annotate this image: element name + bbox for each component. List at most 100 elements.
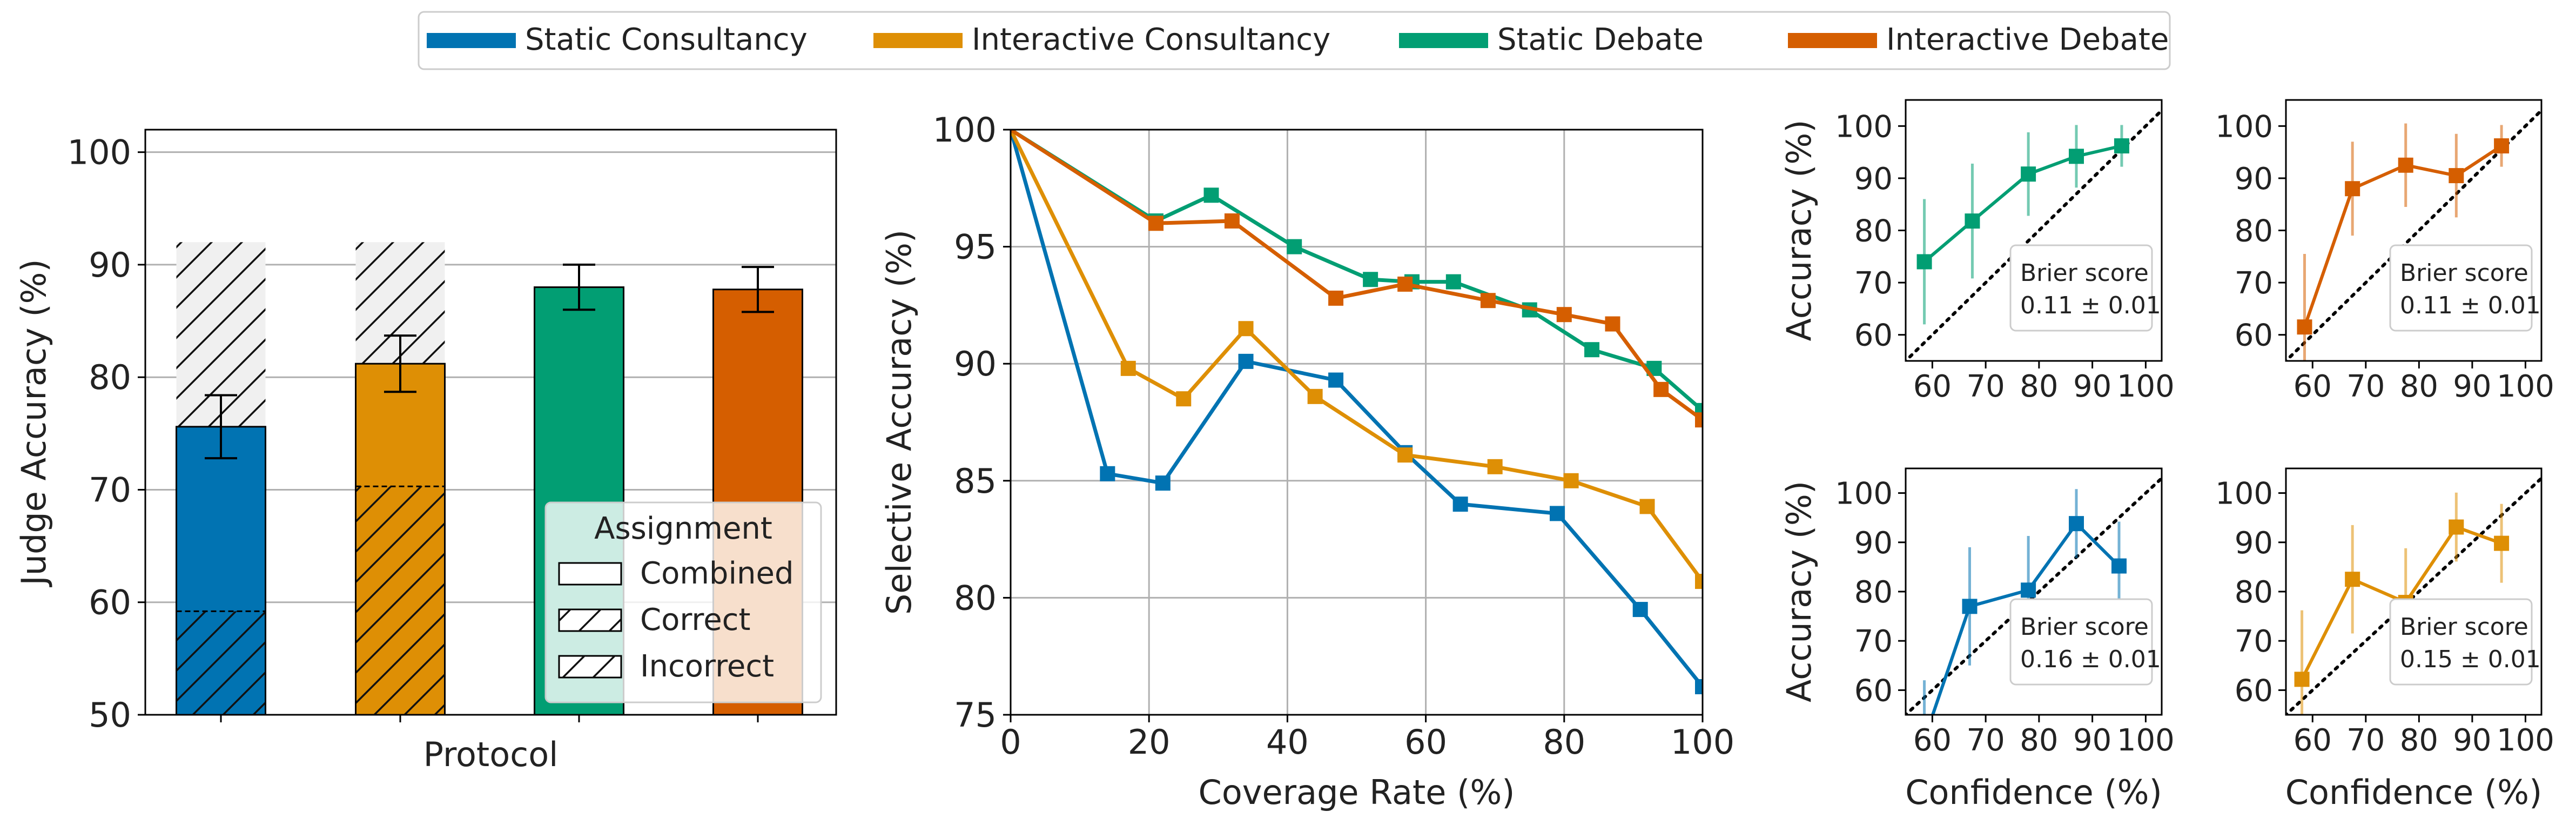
- calibration-marker: [2111, 558, 2127, 574]
- x-tick-label: 70: [2346, 723, 2385, 758]
- x-axis-label: Confidence (%): [1905, 773, 2162, 812]
- series-marker-3: [1397, 276, 1413, 292]
- series-marker-1: [1639, 499, 1655, 514]
- series-marker-3: [1556, 307, 1572, 323]
- series-marker-1: [1238, 321, 1254, 337]
- y-tick-label: 90: [2235, 526, 2273, 561]
- x-tick-label: 100: [2117, 369, 2175, 404]
- x-tick-label: 100: [1671, 722, 1734, 762]
- legend-swatch-3: [1788, 33, 1877, 48]
- y-tick-label: 70: [2235, 624, 2273, 659]
- x-axis-label: Coverage Rate (%): [1199, 773, 1515, 812]
- series-marker-2: [1287, 239, 1302, 254]
- y-tick-label: 75: [954, 695, 997, 735]
- x-tick-label: 80: [2400, 369, 2438, 404]
- brier-box-value: 0.11 ± 0.01: [2400, 292, 2541, 319]
- y-axis-label: Judge Accuracy (%): [14, 259, 53, 587]
- plot-frame: [2285, 467, 2543, 716]
- diagonal-reference: [1906, 476, 2162, 715]
- series-marker-1: [1487, 459, 1503, 474]
- calibration-marker: [2345, 572, 2360, 587]
- plot-frame: [1905, 467, 2163, 716]
- assignment-legend-hatch: [559, 656, 621, 678]
- legend-label-0: Static Consultancy: [525, 22, 808, 57]
- x-tick-label: 80: [2400, 723, 2438, 758]
- diagonal-reference: [1906, 108, 2162, 361]
- brier-box-value: 0.11 ± 0.01: [2020, 292, 2161, 319]
- brier-box-value: 0.15 ± 0.01: [2400, 646, 2541, 673]
- series-marker-2: [1445, 274, 1461, 290]
- assignment-legend-hatch: [559, 609, 621, 631]
- plot-frame: [144, 129, 837, 716]
- x-tick-label: 70: [1966, 723, 2005, 758]
- x-tick-label: 60: [2293, 369, 2332, 404]
- y-tick-label: 90: [1854, 162, 1893, 197]
- y-axis-label: Accuracy (%): [1779, 119, 1819, 341]
- y-tick-label: 80: [2235, 214, 2273, 249]
- series-line-0: [1011, 130, 1703, 688]
- y-tick-label: 100: [1835, 109, 1893, 144]
- brier-box: [2389, 598, 2533, 686]
- series-marker-3: [1653, 381, 1669, 397]
- calibration-marker: [2297, 319, 2312, 335]
- y-tick-label: 70: [2235, 266, 2273, 301]
- series-line-3: [1011, 130, 1703, 421]
- y-tick-label: 60: [89, 583, 131, 622]
- series-marker-1: [1695, 574, 1703, 589]
- series-marker-3: [1328, 290, 1344, 306]
- brier-box-title: Brier score: [2400, 259, 2528, 287]
- y-tick-label: 90: [1854, 526, 1893, 561]
- y-tick-label: 80: [2235, 575, 2273, 610]
- diagonal-reference: [2286, 108, 2541, 361]
- brier-box-value: 0.16 ± 0.01: [2020, 646, 2161, 673]
- x-tick-label: 60: [2293, 723, 2332, 758]
- x-tick-label: 60: [1913, 369, 1952, 404]
- y-tick-label: 85: [954, 461, 997, 501]
- x-tick-label: 100: [2497, 723, 2554, 758]
- brier-box: [2009, 598, 2153, 686]
- y-tick-label: 90: [954, 344, 997, 384]
- assignment-legend-title: Assignment: [594, 511, 772, 546]
- y-tick-label: 70: [89, 470, 131, 509]
- calibration-marker: [1965, 213, 1980, 229]
- x-tick-label: 80: [1543, 722, 1585, 762]
- assignment-legend-swatch: [558, 562, 622, 586]
- calibration-marker: [2069, 516, 2084, 532]
- y-tick-label: 50: [89, 695, 131, 735]
- legend-swatch-2: [1399, 33, 1488, 48]
- x-tick-label: 60: [1913, 723, 1952, 758]
- y-tick-label: 70: [1854, 266, 1893, 301]
- bar-incorrect-hatch: [176, 611, 266, 715]
- calibration-marker: [1916, 254, 1932, 270]
- x-tick-label: 70: [2346, 369, 2385, 404]
- y-tick-label: 100: [1835, 477, 1893, 512]
- series-marker-0: [1632, 602, 1648, 618]
- assignment-legend-label: Correct: [640, 602, 750, 638]
- x-tick-label: 20: [1128, 722, 1171, 762]
- calibration-marker: [2494, 138, 2510, 154]
- plot-frame: [2285, 99, 2543, 362]
- calibration-marker: [2069, 149, 2084, 164]
- series-marker-0: [1452, 497, 1468, 512]
- y-tick-label: 60: [1854, 318, 1893, 353]
- series-marker-1: [1563, 473, 1579, 488]
- top-legend: Static Consultancy Interactive Consultanc…: [418, 11, 2171, 70]
- series-marker-0: [1695, 679, 1703, 695]
- x-tick-label: 0: [1000, 722, 1021, 762]
- brier-box-title: Brier score: [2020, 259, 2149, 287]
- y-tick-label: 100: [68, 133, 131, 172]
- x-tick-label: 40: [1266, 722, 1309, 762]
- legend-label-2: Static Debate: [1497, 22, 1704, 57]
- series-marker-1: [1307, 388, 1323, 404]
- y-tick-label: 60: [1854, 673, 1893, 708]
- bar-chart-panel: 50 60 70 80 90 100 Assignment Combined Correct In…: [14, 129, 837, 774]
- calibration-marker: [1962, 599, 1978, 614]
- calibration-marker: [2398, 157, 2413, 173]
- series-marker-0: [1549, 506, 1565, 521]
- calibration-marker: [2294, 672, 2310, 687]
- series-marker-0: [1328, 372, 1344, 388]
- brier-box-title: Brier score: [2020, 613, 2149, 641]
- y-tick-label: 80: [89, 358, 131, 397]
- legend-swatch-0: [427, 33, 516, 48]
